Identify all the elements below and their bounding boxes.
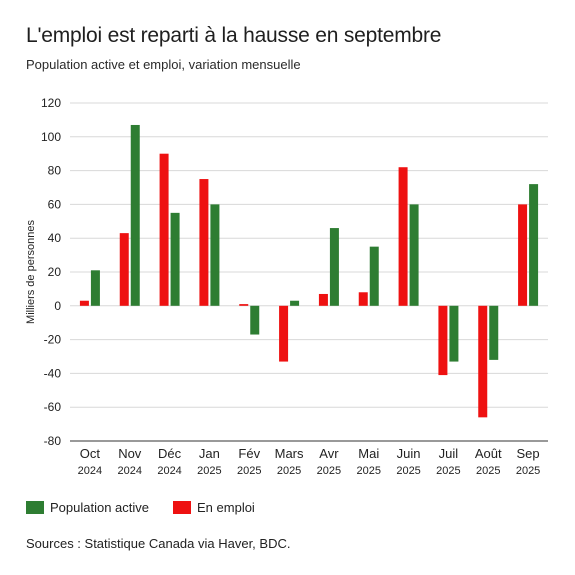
- y-tick-label: -80: [44, 434, 62, 448]
- x-tick-label-month: Jan: [199, 446, 220, 461]
- y-tick-label: -40: [44, 366, 62, 380]
- x-tick-label-month: Août: [475, 446, 502, 461]
- x-tick-label-month: Avr: [319, 446, 339, 461]
- x-tick-label-year: 2025: [396, 465, 420, 477]
- legend-item-population-active: Population active: [26, 500, 149, 515]
- legend-item-en-emploi: En emploi: [173, 500, 255, 515]
- x-tick-label-year: 2024: [157, 465, 181, 477]
- bar-population-active: [329, 228, 339, 306]
- legend-label-en-emploi: En emploi: [197, 500, 255, 515]
- chart-title: L'emploi est reparti à la hausse en sept…: [26, 24, 442, 47]
- bar-en-emploi: [478, 305, 488, 418]
- legend-swatch-en-emploi: [173, 501, 192, 514]
- bar-en-emploi: [79, 300, 89, 306]
- bar-population-active: [529, 184, 539, 306]
- bar-population-active: [250, 305, 260, 335]
- bar-en-emploi: [279, 305, 289, 362]
- bar-en-emploi: [398, 167, 408, 306]
- x-tick-label-year: 2025: [516, 465, 540, 477]
- bar-en-emploi: [239, 304, 249, 306]
- x-tick-label-month: Mai: [358, 446, 379, 461]
- x-tick-label-year: 2025: [277, 465, 301, 477]
- source-note: Sources : Statistique Canada via Haver, …: [26, 536, 291, 551]
- bar-population-active: [449, 305, 459, 362]
- x-tick-label-year: 2025: [357, 465, 381, 477]
- y-tick-label: 20: [48, 265, 62, 279]
- x-tick-label-month: Nov: [118, 446, 142, 461]
- bar-en-emploi: [318, 293, 328, 306]
- y-tick-label: 60: [48, 197, 62, 211]
- y-tick-label: -20: [44, 333, 62, 347]
- bar-en-emploi: [518, 204, 528, 306]
- bar-chart: -80 -60 -40 -20 0 20 40 60 80 100 120 Milliers de p…: [25, 96, 548, 477]
- bar-en-emploi: [438, 305, 448, 376]
- bar-population-active: [369, 246, 379, 306]
- x-tick-label-year: 2024: [118, 465, 142, 477]
- x-tick-label-year: 2025: [237, 465, 261, 477]
- x-tick-label-month: Sep: [517, 446, 540, 461]
- bar-population-active: [90, 270, 100, 306]
- legend-label-population-active: Population active: [50, 500, 150, 515]
- y-tick-label: 80: [48, 164, 62, 178]
- bar-population-active: [210, 204, 220, 306]
- x-tick-label-month: Fév: [238, 446, 260, 461]
- bar-population-active: [170, 212, 180, 306]
- x-tick-label-month: Mars: [275, 446, 304, 461]
- legend-swatch-population-active: [26, 501, 44, 514]
- legend: Population active En emploi: [26, 500, 279, 515]
- x-tick-label-year: 2025: [317, 465, 341, 477]
- y-tick-label: -60: [44, 400, 62, 414]
- y-tick-label: 100: [41, 130, 61, 144]
- bar-population-active: [489, 305, 499, 360]
- x-tick-label-year: 2025: [476, 465, 500, 477]
- y-tick-label: 120: [41, 96, 61, 110]
- bar-en-emploi: [358, 292, 368, 306]
- bar-population-active: [130, 124, 140, 306]
- y-tick-label: 40: [48, 231, 62, 245]
- x-tick-label-month: Juin: [397, 446, 421, 461]
- bar-population-active: [290, 300, 300, 306]
- bar-en-emploi: [199, 179, 209, 306]
- bar-population-active: [409, 204, 419, 306]
- x-tick-label-year: 2024: [78, 465, 102, 477]
- x-tick-label-year: 2025: [436, 465, 460, 477]
- bar-en-emploi: [119, 233, 129, 306]
- y-tick-label: 0: [54, 299, 61, 313]
- x-tick-label-month: Oct: [80, 446, 101, 461]
- x-tick-label-month: Déc: [158, 446, 182, 461]
- x-tick-label-month: Juil: [439, 446, 459, 461]
- bar-en-emploi: [159, 153, 169, 306]
- x-tick-label-year: 2025: [197, 465, 221, 477]
- chart-subtitle: Population active et emploi, variation m…: [26, 57, 301, 72]
- y-axis-title: Milliers de personnes: [25, 220, 37, 324]
